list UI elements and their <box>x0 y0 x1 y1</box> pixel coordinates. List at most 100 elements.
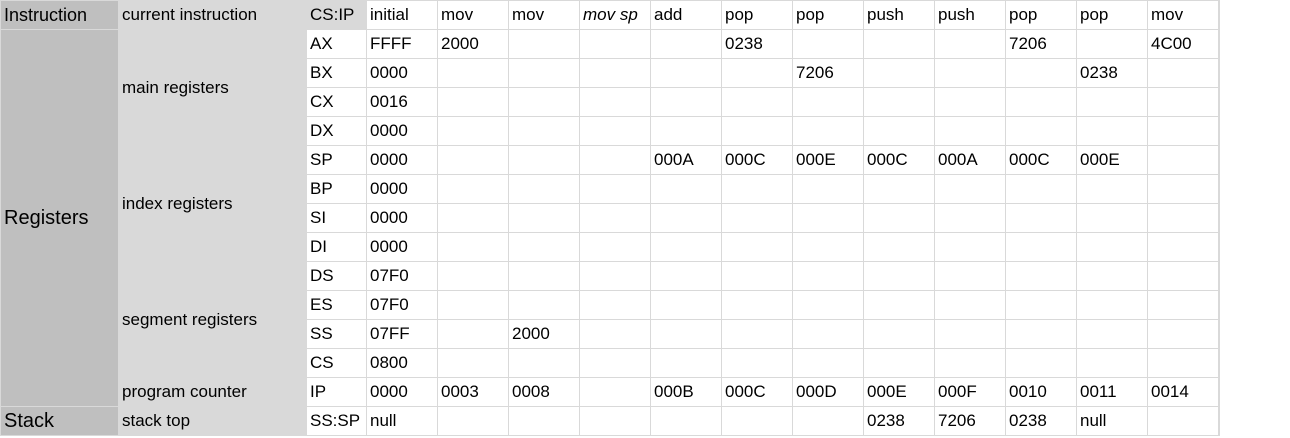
register-value: 0011 <box>1076 377 1148 407</box>
group-label: current instruction <box>118 0 307 30</box>
register-value <box>863 203 935 233</box>
header-row: Instruction current instruction CS:IP initi… <box>0 0 1220 30</box>
register-value: 0800 <box>366 348 438 378</box>
register-value: 4C00 <box>1147 29 1219 59</box>
register-group-label: index registers <box>118 145 307 262</box>
register-value: 000F <box>934 377 1006 407</box>
register-name: CS <box>306 348 367 378</box>
register-value: 0000 <box>366 58 438 88</box>
register-value <box>1147 232 1219 262</box>
register-value <box>721 203 793 233</box>
register-value: 000A <box>934 145 1006 175</box>
register-value <box>437 174 509 204</box>
register-value: 000C <box>721 145 793 175</box>
register-value <box>721 261 793 291</box>
column-label: CS:IP <box>306 0 367 30</box>
register-value <box>579 348 651 378</box>
register-value-empty <box>1218 377 1220 407</box>
register-value <box>508 87 580 117</box>
register-name: AX <box>306 29 367 59</box>
register-value <box>792 348 864 378</box>
register-name: CX <box>306 87 367 117</box>
register-row: DX 0000 <box>1 116 1220 146</box>
register-value <box>437 87 509 117</box>
register-value: 07F0 <box>366 261 438 291</box>
register-value: 0000 <box>366 116 438 146</box>
register-value <box>792 116 864 146</box>
register-value <box>650 87 722 117</box>
register-value <box>1147 87 1219 117</box>
register-value <box>1005 319 1077 349</box>
step-header: push <box>863 0 935 30</box>
section-label-stack: Stack <box>0 406 119 436</box>
register-value-empty <box>1218 29 1220 59</box>
register-value <box>934 348 1006 378</box>
register-value <box>792 29 864 59</box>
step-header: pop <box>1076 0 1148 30</box>
stack-value <box>437 406 509 436</box>
register-value <box>934 232 1006 262</box>
register-value <box>1147 348 1219 378</box>
register-value <box>1005 58 1077 88</box>
register-value: 000C <box>721 377 793 407</box>
register-value-empty <box>1218 116 1220 146</box>
register-value: 0014 <box>1147 377 1219 407</box>
register-value <box>934 203 1006 233</box>
register-value <box>508 203 580 233</box>
register-row: CS 0800 <box>1 348 1220 378</box>
register-value <box>1005 174 1077 204</box>
register-value <box>650 203 722 233</box>
step-header: pop <box>792 0 864 30</box>
register-value <box>1076 29 1148 59</box>
register-value <box>508 174 580 204</box>
register-value: 000B <box>650 377 722 407</box>
register-value <box>1005 232 1077 262</box>
register-value <box>650 174 722 204</box>
register-value <box>437 232 509 262</box>
register-value <box>579 87 651 117</box>
register-value <box>650 116 722 146</box>
register-value: 07F0 <box>366 290 438 320</box>
register-value <box>650 58 722 88</box>
register-value <box>508 261 580 291</box>
stack-value <box>721 406 793 436</box>
register-name: ES <box>306 290 367 320</box>
register-value <box>863 87 935 117</box>
register-row: BX 0000 7206 0238 <box>1 58 1220 88</box>
register-row: SI 0000 <box>1 203 1220 233</box>
register-row: program counter IP 0000 0003 0008 000B 000C 000… <box>1 377 1220 407</box>
register-value <box>508 116 580 146</box>
register-value <box>934 29 1006 59</box>
register-value <box>721 174 793 204</box>
step-header: mov sp <box>579 0 651 30</box>
register-group-label: program counter <box>118 377 307 407</box>
register-name: DS <box>306 261 367 291</box>
register-value <box>1005 116 1077 146</box>
register-value <box>579 58 651 88</box>
register-value: 000E <box>1076 145 1148 175</box>
register-value <box>437 116 509 146</box>
register-value <box>650 232 722 262</box>
register-value <box>721 58 793 88</box>
register-name: BX <box>306 58 367 88</box>
register-value <box>863 58 935 88</box>
register-value: 07FF <box>366 319 438 349</box>
register-value <box>863 116 935 146</box>
register-value-empty <box>1218 261 1220 291</box>
register-value-empty <box>1218 58 1220 88</box>
register-group-label: main registers <box>118 29 307 146</box>
register-value <box>650 290 722 320</box>
register-value <box>579 232 651 262</box>
register-value <box>1147 116 1219 146</box>
register-value-empty <box>1218 348 1220 378</box>
register-value: 0000 <box>366 377 438 407</box>
register-value <box>437 290 509 320</box>
stack-value: null <box>366 406 438 436</box>
register-value <box>437 58 509 88</box>
register-value <box>863 319 935 349</box>
register-name: SS <box>306 319 367 349</box>
register-value: 000A <box>650 145 722 175</box>
section-label-instruction: Instruction <box>0 0 119 30</box>
stack-column-label: SS:SP <box>306 406 367 436</box>
register-value <box>1005 290 1077 320</box>
